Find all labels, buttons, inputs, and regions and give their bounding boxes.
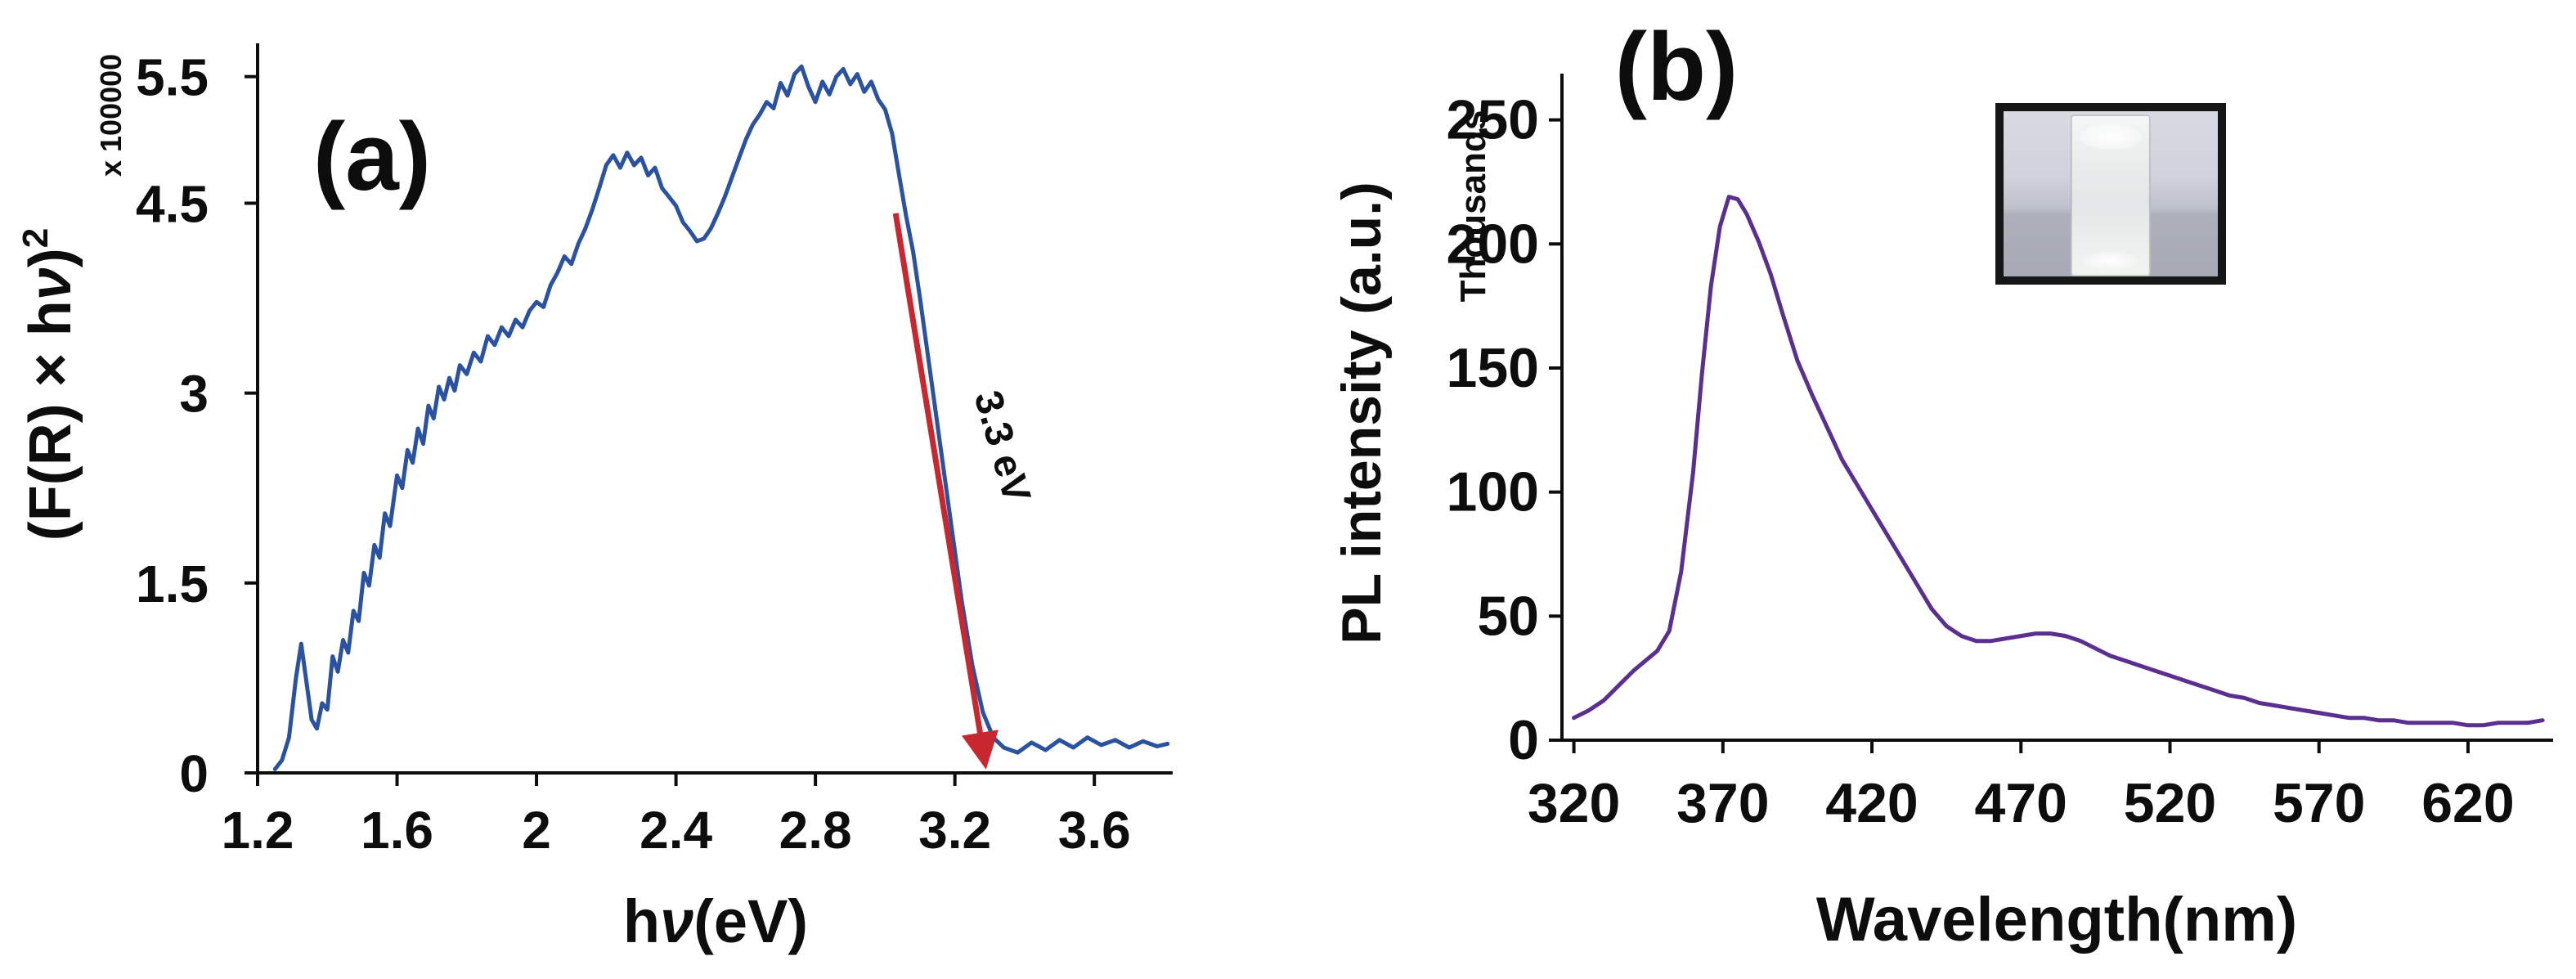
- panel-b-label: (b): [1615, 13, 1739, 121]
- pl-y-tick-label: 250: [1447, 89, 1539, 151]
- panel-a-tauc-plot: 1.2 1.6 2 2.4 2.8 3.2 3.6 0 1.5 3 4.5 5.5 3.3 eV (a)…: [0, 0, 1276, 979]
- tauc-y-tick-label: 4.5: [136, 174, 209, 233]
- pl-y-multiplier-label: Thousands: [1453, 110, 1493, 303]
- tauc-x-axis-title-pre: h: [623, 887, 660, 955]
- pl-y-tick-label: 200: [1447, 213, 1539, 275]
- pl-chart: 320 370 420 470 520 570 620 0 50 100 150 200 250 (b)…: [1331, 13, 2553, 954]
- tauc-x-axis-title-post: (eV): [693, 887, 808, 955]
- panel-b-pl-spectrum: 320 370 420 470 520 570 620 0 50 100 150 200 250 (b)…: [1276, 0, 2576, 979]
- tauc-x-tick-label: 3.2: [918, 801, 991, 860]
- tauc-curve: [272, 64, 1170, 771]
- cuvette-photo-inset: [1995, 103, 2226, 285]
- pl-y-axis-title: PL intensity (a.u.): [1331, 182, 1393, 644]
- tauc-x-tick-label: 2: [522, 801, 551, 860]
- pl-y-tick-label: 150: [1447, 337, 1539, 399]
- tauc-y-tick-label: 5.5: [136, 48, 209, 107]
- tauc-y-axis-title-nu: ν: [18, 267, 83, 300]
- tauc-y-multiplier-label: x 100000: [94, 54, 128, 177]
- tauc-x-axis-title-nu: ν: [660, 887, 693, 955]
- panel-a-label: (a): [313, 103, 431, 211]
- pl-y-tick-label: 50: [1477, 585, 1539, 647]
- tauc-y-axis-title-post: ): [18, 248, 83, 267]
- tauc-y-axis-title: (F(R) × hν)2: [16, 228, 83, 541]
- tauc-y-axis-title-pre: (F(R) × h: [18, 300, 83, 541]
- tauc-x-axis-title: hν(eV): [623, 887, 808, 955]
- pl-x-tick-label: 420: [1825, 772, 1918, 834]
- tauc-chart: 1.2 1.6 2 2.4 2.8 3.2 3.6 0 1.5 3 4.5 5.5 3.3 eV (a)…: [16, 43, 1173, 955]
- tauc-x-tick-label: 2.8: [779, 801, 852, 860]
- cuvette-photo: [2004, 111, 2218, 276]
- bandgap-value-label: 3.3 eV: [966, 386, 1039, 507]
- pl-spectrum: [1572, 195, 2545, 728]
- tauc-x-tick-label: 3.6: [1058, 801, 1131, 860]
- tauc-y-tick-label: 1.5: [136, 555, 209, 613]
- pl-y-tick-label: 100: [1447, 461, 1539, 523]
- pl-x-tick-label: 570: [2273, 772, 2365, 834]
- tauc-x-tick-label: 1.6: [361, 801, 433, 860]
- cuvette-glare: [2080, 123, 2142, 150]
- pl-x-tick-label: 620: [2421, 772, 2514, 834]
- pl-x-tick-label: 370: [1676, 772, 1769, 834]
- tauc-plot-area: 1.2 1.6 2 2.4 2.8 3.2 3.6 0 1.5 3 4.5 5.5 3.3 eV: [136, 43, 1173, 860]
- cuvette: [2070, 115, 2152, 276]
- pl-y-tick-label: 0: [1508, 709, 1539, 771]
- bandgap-extrapolation-arrow: [892, 213, 999, 770]
- tauc-y-tick-label: 3: [179, 365, 209, 424]
- pl-plot-area: 320 370 420 470 520 570 620 0 50 100 150 200 250: [1447, 74, 2553, 834]
- pl-x-tick-label: 320: [1528, 772, 1620, 834]
- pl-x-tick-label: 470: [1975, 772, 2067, 834]
- tauc-x-tick-label: 2.4: [640, 801, 712, 860]
- tauc-y-tick-label: 0: [179, 744, 209, 803]
- pl-x-tick-label: 520: [2124, 772, 2216, 834]
- pl-x-axis-title: Wavelength(nm): [1816, 885, 2297, 954]
- tauc-x-tick-label: 1.2: [222, 801, 294, 860]
- tauc-y-axis-title-exponent: 2: [16, 228, 56, 248]
- cuvette-base-glow: [2083, 250, 2138, 271]
